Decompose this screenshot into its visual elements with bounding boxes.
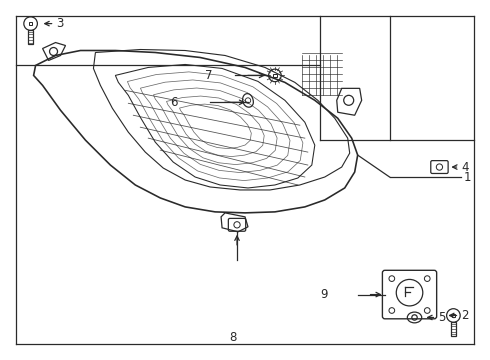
Bar — [28, 30, 33, 44]
Text: 9: 9 — [320, 288, 327, 301]
Bar — [451, 322, 456, 336]
Text: 2: 2 — [462, 309, 469, 322]
Text: 7: 7 — [205, 69, 213, 82]
Text: 3: 3 — [56, 17, 64, 30]
Bar — [452, 314, 455, 317]
Text: 8: 8 — [229, 331, 237, 344]
Bar — [273, 73, 277, 77]
Bar — [29, 22, 32, 25]
Text: 4: 4 — [462, 161, 469, 174]
Text: 5: 5 — [439, 311, 446, 324]
Text: 1: 1 — [464, 171, 471, 184]
Text: 6: 6 — [170, 96, 178, 109]
